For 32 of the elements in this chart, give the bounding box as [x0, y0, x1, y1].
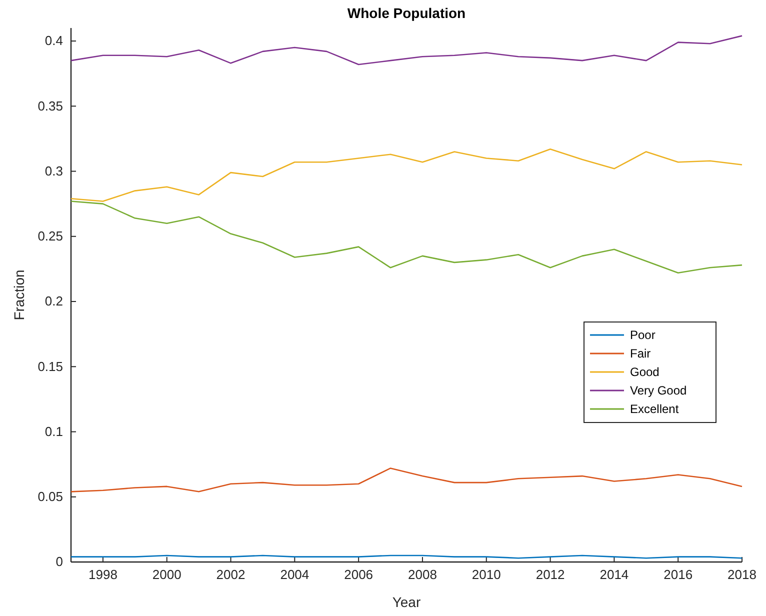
y-tick-label: 0.35: [38, 98, 63, 114]
legend-label: Excellent: [630, 402, 680, 416]
y-tick-label: 0: [56, 554, 63, 570]
x-axis-title: Year: [392, 594, 421, 610]
x-tick-label: 2004: [280, 567, 310, 582]
legend-label: Good: [630, 365, 660, 379]
legend-label: Poor: [630, 328, 656, 342]
y-tick-label: 0.1: [44, 424, 63, 439]
y-tick-label: 0.05: [38, 489, 63, 504]
legend-label: Very Good: [630, 384, 687, 398]
x-tick-label: 2016: [664, 567, 693, 582]
x-tick-label: 2010: [472, 567, 501, 582]
x-tick-label: 2014: [600, 567, 629, 582]
y-tick-label: 0.3: [44, 163, 63, 178]
x-tick-label: 2000: [152, 567, 182, 582]
line-series: [70, 148, 743, 202]
y-tick-label: 0.4: [44, 33, 63, 48]
y-axis-title: Fraction: [11, 270, 27, 320]
y-tick-label: 0.15: [38, 358, 63, 374]
y-tick-label: 0.2: [44, 294, 63, 309]
y-tick-label: 0.25: [38, 228, 63, 244]
chart-title: Whole Population: [347, 5, 466, 21]
line-series: [70, 200, 743, 274]
x-tick-label: 2008: [408, 567, 437, 582]
x-tick-label: 2002: [216, 567, 246, 582]
x-tick-label: 2006: [344, 567, 374, 582]
legend-label: Fair: [630, 346, 651, 360]
line-series: [70, 35, 743, 66]
x-tick-label: 2018: [728, 567, 756, 582]
line-series: [70, 468, 743, 492]
x-tick-label: 2012: [536, 567, 565, 582]
x-tick-label: 1998: [88, 567, 118, 582]
